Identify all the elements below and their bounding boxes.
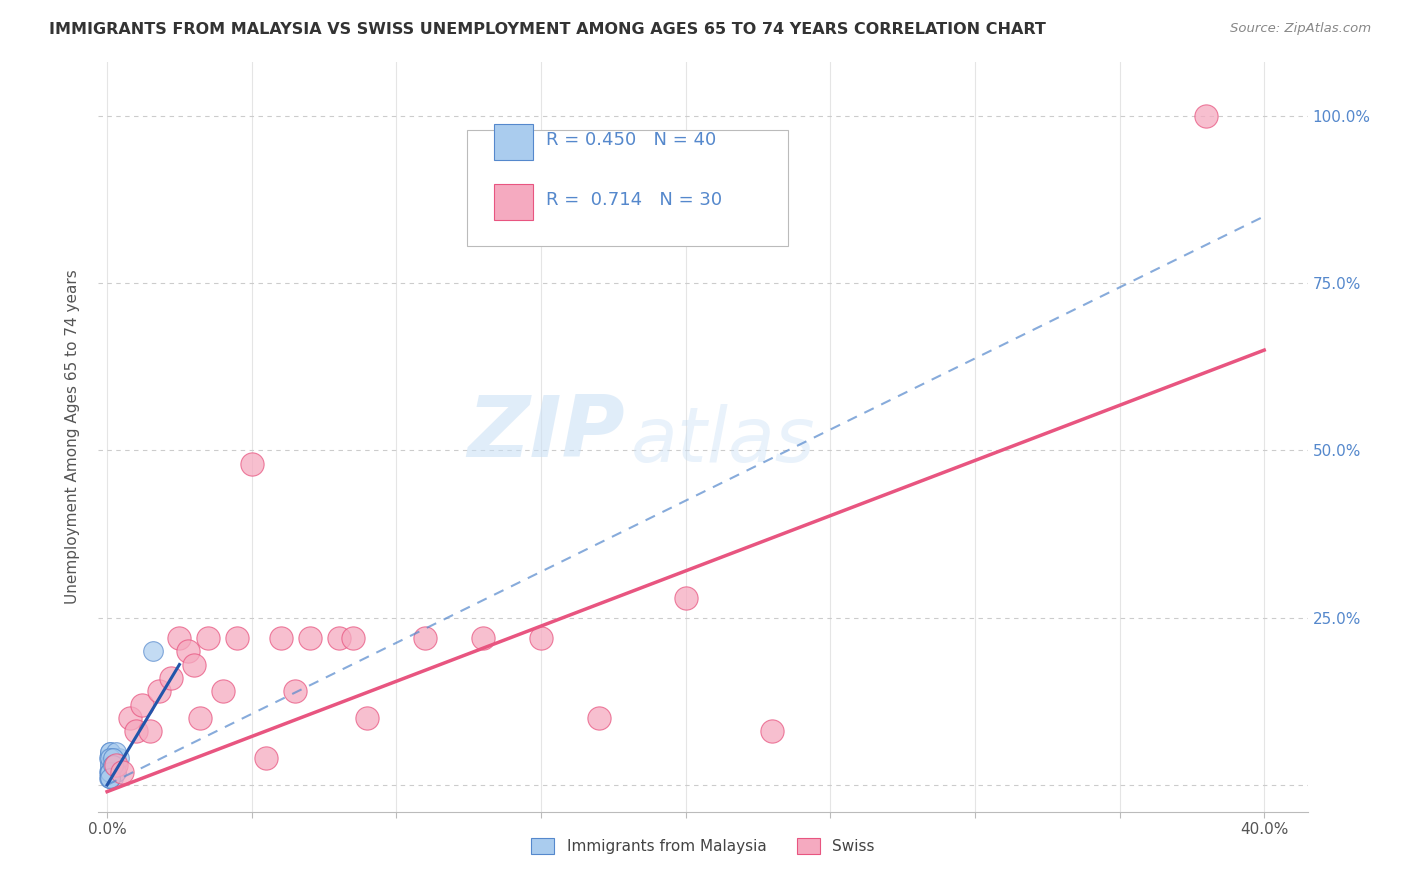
Point xyxy=(104,758,127,772)
Bar xyxy=(494,184,533,219)
Point xyxy=(675,591,697,605)
Text: ZIP: ZIP xyxy=(467,392,624,475)
Point xyxy=(97,764,120,779)
Point xyxy=(98,764,121,779)
Point xyxy=(98,771,121,786)
Point xyxy=(101,761,124,775)
Text: R = 0.450   N = 40: R = 0.450 N = 40 xyxy=(546,131,716,149)
Point xyxy=(125,724,148,739)
Point xyxy=(472,631,495,645)
Point xyxy=(254,751,277,765)
Point xyxy=(98,751,121,765)
Point xyxy=(197,631,219,645)
Text: R =  0.714   N = 30: R = 0.714 N = 30 xyxy=(546,191,721,210)
Point xyxy=(413,631,436,645)
Point xyxy=(131,698,153,712)
Text: IMMIGRANTS FROM MALAYSIA VS SWISS UNEMPLOYMENT AMONG AGES 65 TO 74 YEARS CORRELA: IMMIGRANTS FROM MALAYSIA VS SWISS UNEMPL… xyxy=(49,22,1046,37)
Point xyxy=(101,751,124,765)
Point xyxy=(588,711,610,725)
Point xyxy=(240,457,263,471)
Point xyxy=(159,671,181,685)
Point xyxy=(356,711,378,725)
Text: Source: ZipAtlas.com: Source: ZipAtlas.com xyxy=(1230,22,1371,36)
Point xyxy=(98,764,121,779)
Point xyxy=(104,751,127,765)
Bar xyxy=(494,124,533,160)
Point xyxy=(104,744,127,758)
Point xyxy=(226,631,249,645)
Point xyxy=(342,631,364,645)
Point xyxy=(328,631,350,645)
Point xyxy=(148,684,170,698)
Point xyxy=(107,751,129,765)
Point xyxy=(110,764,132,779)
Point xyxy=(97,751,120,765)
Point xyxy=(101,751,124,765)
Point xyxy=(104,758,127,772)
Point xyxy=(100,758,122,772)
Point xyxy=(98,771,121,786)
Point xyxy=(98,764,121,779)
Point xyxy=(188,711,211,725)
Point xyxy=(270,631,292,645)
Point xyxy=(98,751,121,765)
FancyBboxPatch shape xyxy=(467,130,787,246)
Point xyxy=(530,631,553,645)
Point xyxy=(98,764,121,779)
Point xyxy=(139,724,162,739)
Point xyxy=(100,768,122,782)
Legend: Immigrants from Malaysia, Swiss: Immigrants from Malaysia, Swiss xyxy=(526,832,880,860)
Point xyxy=(104,764,127,779)
Point xyxy=(211,684,233,698)
Point xyxy=(101,764,124,779)
Point xyxy=(101,758,124,772)
Point xyxy=(101,751,124,765)
Point xyxy=(142,644,165,658)
Point xyxy=(761,724,783,739)
Point xyxy=(101,764,124,779)
Point xyxy=(101,758,124,772)
Point xyxy=(98,764,121,779)
Point xyxy=(97,771,120,786)
Point xyxy=(100,755,122,769)
Point xyxy=(98,758,121,772)
Point xyxy=(104,764,127,779)
Point xyxy=(98,744,121,758)
Point xyxy=(1195,109,1218,123)
Point xyxy=(284,684,307,698)
Text: atlas: atlas xyxy=(630,404,815,478)
Point xyxy=(98,744,121,758)
Point xyxy=(101,771,124,786)
Point xyxy=(98,764,121,779)
Point xyxy=(98,771,121,786)
Point xyxy=(298,631,321,645)
Point xyxy=(177,644,200,658)
Y-axis label: Unemployment Among Ages 65 to 74 years: Unemployment Among Ages 65 to 74 years xyxy=(65,269,80,605)
Point xyxy=(183,657,205,672)
Point xyxy=(120,711,142,725)
Point xyxy=(101,758,124,772)
Point xyxy=(169,631,191,645)
Point xyxy=(101,758,124,772)
Point xyxy=(101,758,124,772)
Point xyxy=(98,758,121,772)
